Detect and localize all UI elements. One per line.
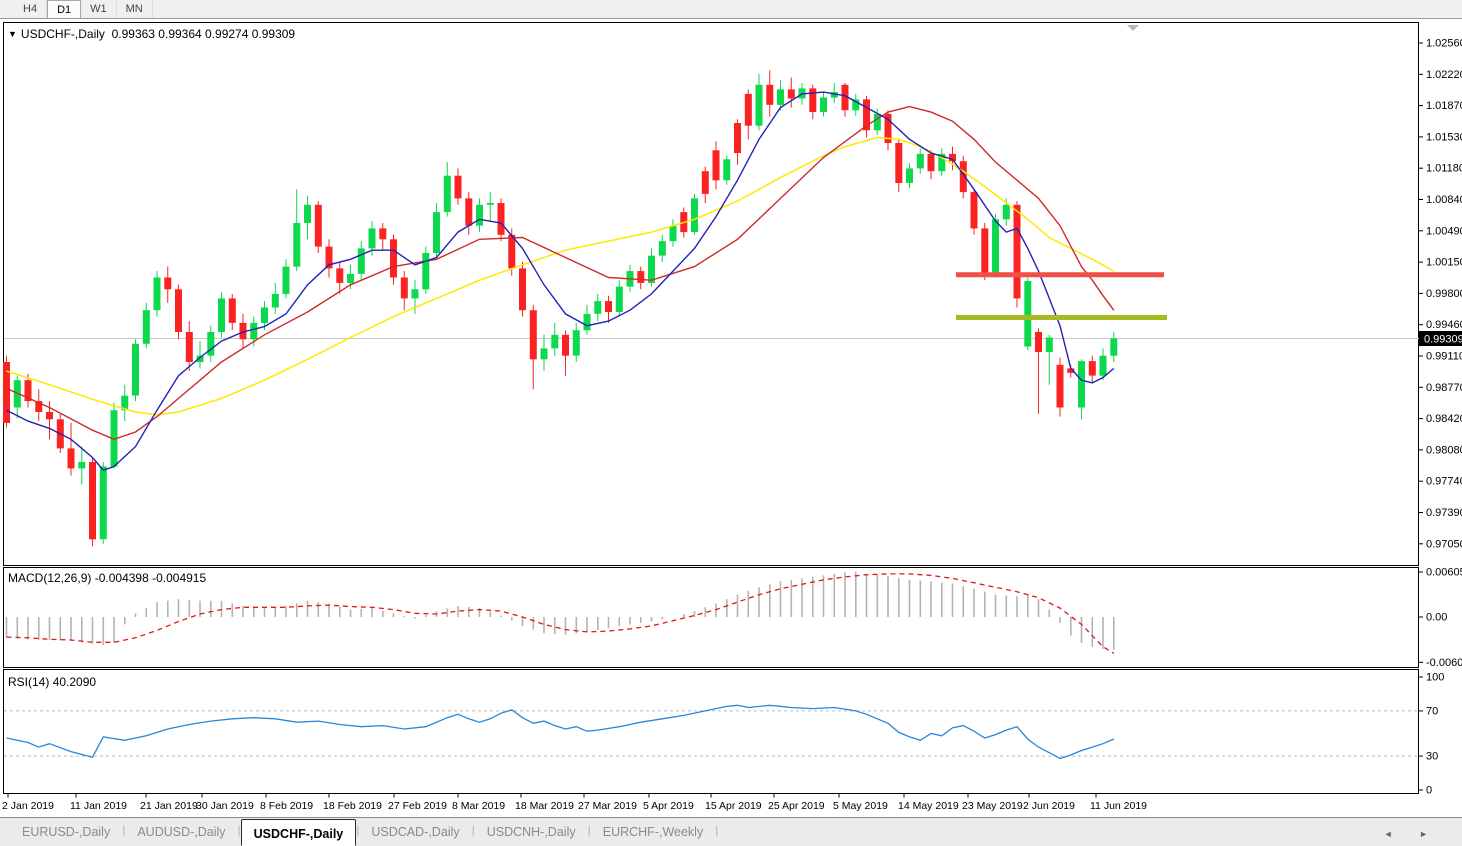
svg-text:1.01180: 1.01180 [1426, 163, 1462, 175]
timeframe-toolbar: H4 D1 W1 MN [0, 0, 1462, 19]
svg-text:5 Apr 2019: 5 Apr 2019 [643, 800, 694, 812]
timeframe-button-w1[interactable]: W1 [81, 0, 117, 18]
main-panel-frame [3, 22, 1419, 566]
svg-text:15 Apr 2019: 15 Apr 2019 [705, 800, 762, 812]
svg-text:70: 70 [1426, 705, 1438, 717]
svg-text:0.97740: 0.97740 [1426, 476, 1462, 488]
chart-tab-usdcnh[interactable]: USDCNH-,Daily [486, 825, 576, 839]
chart-canvas[interactable]: 1.02560 1.02220 1.01870 1.01530 1.01180 1.008… [0, 19, 1462, 817]
svg-text:27 Mar 2019: 27 Mar 2019 [578, 800, 637, 812]
svg-text:0.98420: 0.98420 [1426, 413, 1462, 425]
svg-text:0.99460: 0.99460 [1426, 319, 1462, 331]
timeframe-button-d1[interactable]: D1 [47, 0, 82, 18]
macd-indicator-label: MACD(12,26,9) -0.004398 -0.004915 [8, 571, 206, 585]
chart-tab-eurusd[interactable]: EURUSD-,Daily [22, 825, 111, 839]
rsi-indicator-label: RSI(14) 40.2090 [8, 675, 96, 689]
svg-text:18 Mar 2019: 18 Mar 2019 [515, 800, 574, 812]
svg-text:8 Mar 2019: 8 Mar 2019 [452, 800, 505, 812]
svg-text:30: 30 [1426, 751, 1438, 763]
svg-text:11 Jan 2019: 11 Jan 2019 [70, 800, 127, 812]
tab-separator: | [587, 823, 591, 837]
svg-text:2 Jan 2019: 2 Jan 2019 [2, 800, 54, 812]
candlestick-series [3, 70, 1118, 547]
svg-text:0.97390: 0.97390 [1426, 507, 1462, 519]
svg-text:0.99800: 0.99800 [1426, 288, 1462, 300]
current-price-box [1419, 331, 1462, 346]
rsi-axis: 100 70 30 0 [1419, 672, 1444, 797]
svg-text:-0.006096: -0.006096 [1426, 657, 1462, 669]
current-price-value: 0.99309 [1424, 333, 1462, 345]
macd-values: -0.004398 -0.004915 [94, 571, 207, 585]
chart-tab-usdchf[interactable]: USDCHF-,Daily [240, 819, 357, 846]
svg-text:11 Jun 2019: 11 Jun 2019 [1090, 800, 1147, 812]
tab-scroll-arrows[interactable]: ◄ ► [1383, 829, 1440, 839]
symbol-dropdown-icon[interactable]: ▼ [8, 29, 17, 39]
svg-text:18 Feb 2019: 18 Feb 2019 [323, 800, 382, 812]
ohlc-values: 0.99363 0.99364 0.99274 0.99309 [111, 27, 296, 41]
chart-tab-bar: EURUSD-,Daily | AUDUSD-,Daily | USDCHF-,Dail… [0, 817, 1462, 846]
tab-separator: | [122, 823, 126, 837]
svg-text:0.99110: 0.99110 [1426, 351, 1462, 363]
ma-fast-blue-line [6, 91, 1115, 472]
macd-panel-frame [3, 567, 1419, 668]
svg-text:0.00: 0.00 [1426, 612, 1447, 624]
timeframe-button-h4[interactable]: H4 [14, 0, 48, 18]
svg-text:8 Feb 2019: 8 Feb 2019 [260, 800, 313, 812]
svg-text:14 May 2019: 14 May 2019 [898, 800, 959, 812]
macd-histogram [5, 571, 1115, 650]
svg-text:0.98080: 0.98080 [1426, 444, 1462, 456]
chart-tab-audusd[interactable]: AUDUSD-,Daily [137, 825, 226, 839]
svg-text:2 Jun 2019: 2 Jun 2019 [1023, 800, 1075, 812]
chart-title: ▼ USDCHF-,Daily 0.99363 0.99364 0.99274 0… [8, 27, 295, 41]
svg-text:0.97050: 0.97050 [1426, 538, 1462, 550]
svg-text:0: 0 [1426, 785, 1432, 797]
macd-name: MACD(12,26,9) [8, 571, 92, 585]
rsi-panel-frame [3, 669, 1419, 794]
svg-text:0.006058: 0.006058 [1426, 567, 1462, 579]
tab-separator: | [356, 823, 360, 837]
timeframe-button-mn[interactable]: MN [117, 0, 153, 18]
tab-separator: | [471, 823, 475, 837]
svg-text:1.00490: 1.00490 [1426, 225, 1462, 237]
svg-text:100: 100 [1426, 672, 1444, 684]
svg-text:5 May 2019: 5 May 2019 [833, 800, 888, 812]
svg-text:30 Jan 2019: 30 Jan 2019 [196, 800, 254, 812]
price-axis: 1.02560 1.02220 1.01870 1.01530 1.01180 1.008… [1419, 38, 1462, 550]
chart-tab-eurchf[interactable]: EURCHF-,Weekly [602, 825, 704, 839]
ma-mid-red-line [6, 105, 1115, 441]
ma-slow-yellow-line [6, 136, 1115, 416]
rsi-line [6, 704, 1115, 760]
svg-text:1.00840: 1.00840 [1426, 194, 1462, 206]
panel-splitter-icon[interactable] [1127, 25, 1139, 31]
symbol-label: USDCHF-,Daily [20, 27, 105, 41]
svg-text:1.01530: 1.01530 [1426, 131, 1462, 143]
svg-text:1.01870: 1.01870 [1426, 100, 1462, 112]
svg-text:1.00150: 1.00150 [1426, 257, 1462, 269]
svg-text:21 Jan 2019: 21 Jan 2019 [140, 800, 198, 812]
svg-text:1.02560: 1.02560 [1426, 38, 1462, 50]
tab-separator: | [237, 823, 241, 837]
macd-signal-line [6, 573, 1115, 654]
macd-axis: 0.006058 0.00 -0.006096 [1419, 567, 1462, 669]
svg-text:23 May 2019: 23 May 2019 [962, 800, 1023, 812]
chart-tab-usdcad[interactable]: USDCAD-,Daily [371, 825, 460, 839]
svg-text:25 Apr 2019: 25 Apr 2019 [768, 800, 825, 812]
svg-text:1.02220: 1.02220 [1426, 69, 1462, 81]
rsi-value: 40.2090 [52, 675, 97, 689]
tab-separator: | [715, 823, 719, 837]
svg-text:0.98770: 0.98770 [1426, 382, 1462, 394]
svg-text:27 Feb 2019: 27 Feb 2019 [388, 800, 447, 812]
rsi-name: RSI(14) [8, 675, 50, 689]
